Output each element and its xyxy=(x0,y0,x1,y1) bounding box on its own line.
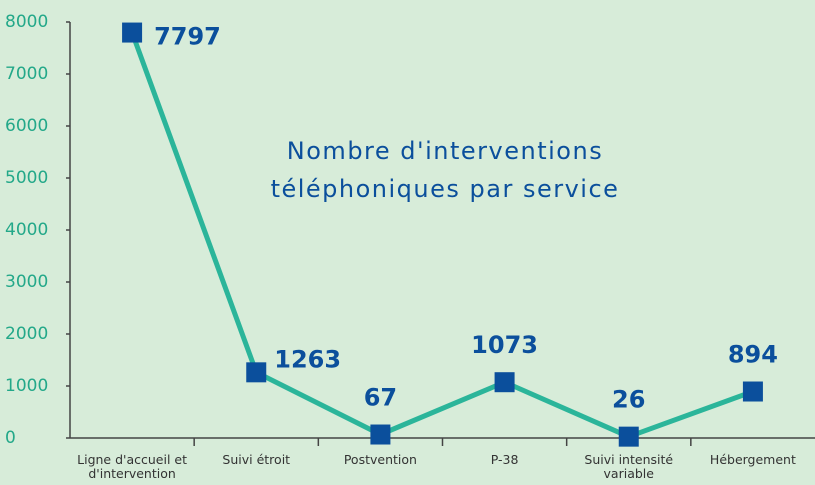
data-label: 67 xyxy=(364,384,397,412)
x-tick-label: Postvention xyxy=(343,452,417,467)
x-tick-label: Suivi intensité variable xyxy=(584,452,674,481)
marker xyxy=(494,372,515,393)
y-tick-label: 1000 xyxy=(5,376,48,396)
x-tick-label: Ligne d'accueil et d'intervention xyxy=(77,452,187,481)
x-tick-label: Hébergement xyxy=(709,452,796,467)
x-tick-label: Suivi étroit xyxy=(222,452,291,467)
marker xyxy=(122,22,143,43)
y-tick-label: 8000 xyxy=(5,12,48,32)
y-tick-label: 5000 xyxy=(5,168,48,188)
data-label: 7797 xyxy=(154,23,221,51)
y-tick-label: 0 xyxy=(5,428,16,448)
marker xyxy=(246,362,267,383)
y-tick-label: 3000 xyxy=(5,272,48,292)
marker xyxy=(370,424,391,445)
y-tick-label: 4000 xyxy=(5,220,48,240)
x-tick-label: P-38 xyxy=(490,452,519,467)
line xyxy=(129,31,754,440)
data-label: 1073 xyxy=(471,331,538,359)
marker xyxy=(618,426,639,447)
data-label: 26 xyxy=(612,386,645,414)
chart-title: Nombre d'interventions téléphoniques par… xyxy=(270,137,620,203)
marker xyxy=(742,381,763,402)
y-tick-label: 2000 xyxy=(5,324,48,344)
data-label: 1263 xyxy=(274,345,341,373)
data-label: 894 xyxy=(728,341,778,369)
y-tick-label: 7000 xyxy=(5,64,48,84)
y-tick-label: 6000 xyxy=(5,116,48,136)
